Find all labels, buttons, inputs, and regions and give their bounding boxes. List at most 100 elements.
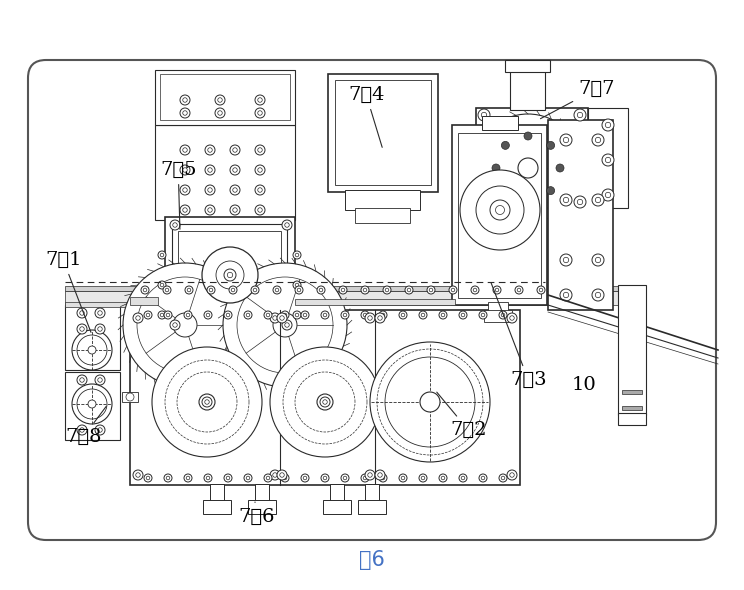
Circle shape bbox=[419, 311, 427, 319]
Circle shape bbox=[199, 394, 215, 410]
Circle shape bbox=[592, 254, 604, 266]
Circle shape bbox=[501, 142, 510, 149]
Text: 图6: 图6 bbox=[359, 550, 385, 570]
Circle shape bbox=[492, 164, 500, 172]
Circle shape bbox=[170, 320, 180, 330]
Circle shape bbox=[361, 286, 369, 294]
Bar bbox=[618, 285, 646, 415]
Bar bbox=[223, 95, 238, 125]
Circle shape bbox=[361, 311, 369, 319]
Bar bbox=[548, 120, 613, 310]
Circle shape bbox=[592, 134, 604, 146]
Circle shape bbox=[399, 311, 407, 319]
Circle shape bbox=[439, 474, 447, 482]
Circle shape bbox=[184, 311, 192, 319]
Bar bbox=[355, 208, 410, 223]
Circle shape bbox=[501, 186, 510, 195]
FancyBboxPatch shape bbox=[28, 60, 716, 540]
Circle shape bbox=[255, 108, 265, 118]
Circle shape bbox=[180, 185, 190, 195]
Circle shape bbox=[439, 311, 447, 319]
Circle shape bbox=[180, 205, 190, 215]
Circle shape bbox=[560, 289, 572, 301]
Circle shape bbox=[123, 263, 247, 387]
Circle shape bbox=[273, 313, 297, 337]
Circle shape bbox=[499, 474, 507, 482]
Circle shape bbox=[602, 189, 614, 201]
Bar bbox=[365, 484, 379, 502]
Circle shape bbox=[88, 346, 96, 354]
Circle shape bbox=[185, 286, 193, 294]
Circle shape bbox=[144, 311, 152, 319]
Circle shape bbox=[164, 474, 172, 482]
Circle shape bbox=[72, 330, 112, 370]
Circle shape bbox=[399, 474, 407, 482]
Bar bbox=[295, 299, 455, 305]
Circle shape bbox=[244, 311, 252, 319]
Circle shape bbox=[282, 320, 292, 330]
Circle shape bbox=[301, 474, 309, 482]
Circle shape bbox=[574, 196, 586, 208]
Circle shape bbox=[72, 384, 112, 424]
Bar bbox=[172, 224, 287, 327]
Circle shape bbox=[518, 158, 538, 178]
Text: 7．4: 7．4 bbox=[348, 86, 385, 148]
Bar bbox=[160, 74, 290, 120]
Circle shape bbox=[207, 286, 215, 294]
Circle shape bbox=[255, 205, 265, 215]
Circle shape bbox=[515, 286, 523, 294]
Circle shape bbox=[95, 324, 105, 334]
Circle shape bbox=[293, 251, 301, 259]
Bar bbox=[458, 133, 541, 298]
Circle shape bbox=[230, 185, 240, 195]
Bar bbox=[165, 217, 295, 335]
Circle shape bbox=[270, 347, 380, 457]
Circle shape bbox=[293, 311, 301, 319]
Circle shape bbox=[230, 145, 240, 155]
Circle shape bbox=[95, 425, 105, 435]
Circle shape bbox=[281, 311, 289, 319]
Circle shape bbox=[204, 474, 212, 482]
Circle shape bbox=[560, 194, 572, 206]
Circle shape bbox=[341, 311, 349, 319]
Circle shape bbox=[321, 474, 329, 482]
Bar bbox=[482, 116, 518, 130]
Circle shape bbox=[592, 194, 604, 206]
Circle shape bbox=[180, 165, 190, 175]
Circle shape bbox=[158, 311, 166, 319]
Circle shape bbox=[490, 200, 510, 220]
Circle shape bbox=[173, 313, 197, 337]
Circle shape bbox=[164, 311, 172, 319]
Circle shape bbox=[420, 392, 440, 412]
Text: 7．8: 7．8 bbox=[65, 407, 106, 446]
Circle shape bbox=[224, 269, 236, 281]
Circle shape bbox=[499, 311, 507, 319]
Circle shape bbox=[560, 134, 572, 146]
Circle shape bbox=[77, 425, 87, 435]
Circle shape bbox=[184, 474, 192, 482]
Circle shape bbox=[224, 311, 232, 319]
Bar bbox=[335, 80, 431, 185]
Circle shape bbox=[518, 158, 538, 178]
Text: 10: 10 bbox=[572, 376, 597, 394]
Circle shape bbox=[524, 132, 532, 140]
Bar bbox=[476, 108, 588, 208]
Circle shape bbox=[459, 311, 467, 319]
Bar bbox=[130, 297, 158, 305]
Circle shape bbox=[460, 170, 540, 250]
Circle shape bbox=[141, 286, 149, 294]
Circle shape bbox=[547, 186, 554, 195]
Circle shape bbox=[379, 474, 387, 482]
Circle shape bbox=[152, 347, 262, 457]
Text: 7．3: 7．3 bbox=[491, 283, 547, 389]
Circle shape bbox=[95, 375, 105, 385]
Circle shape bbox=[229, 286, 237, 294]
Circle shape bbox=[202, 397, 212, 407]
Circle shape bbox=[375, 313, 385, 323]
Circle shape bbox=[479, 311, 487, 319]
Circle shape bbox=[317, 394, 333, 410]
Circle shape bbox=[507, 313, 517, 323]
Circle shape bbox=[375, 470, 385, 480]
Bar bbox=[484, 310, 512, 322]
Bar bbox=[248, 500, 276, 514]
